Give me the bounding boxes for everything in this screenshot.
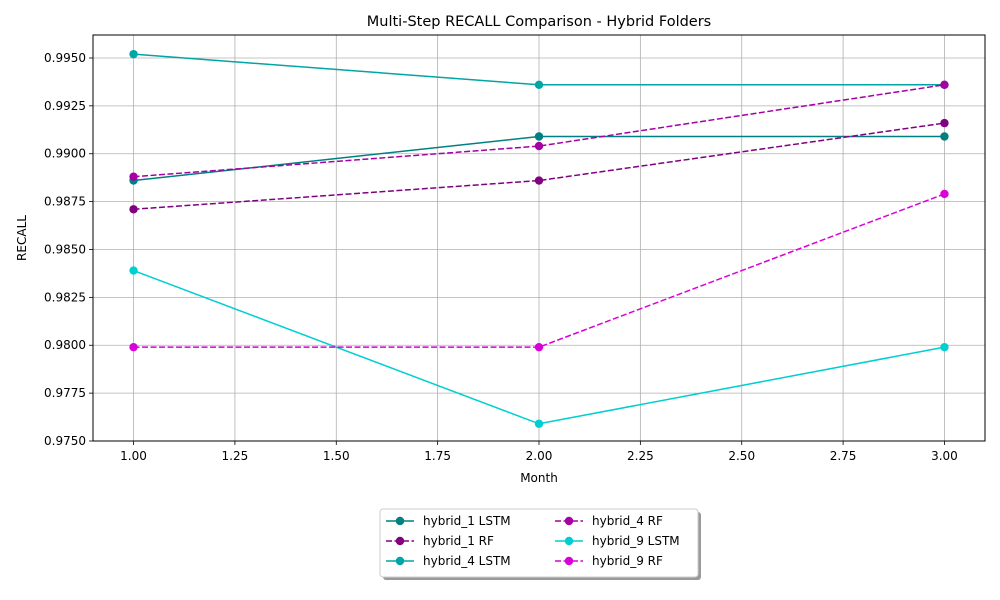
legend-label: hybrid_4 LSTM bbox=[423, 554, 511, 568]
data-point bbox=[940, 118, 949, 128]
y-tick-label: 0.9875 bbox=[44, 195, 86, 209]
legend-label: hybrid_9 RF bbox=[592, 554, 663, 568]
legend-label: hybrid_4 RF bbox=[592, 514, 663, 528]
series-group bbox=[129, 49, 949, 428]
x-tick-label: 1.75 bbox=[424, 449, 451, 463]
data-point bbox=[129, 342, 138, 352]
x-tick-label: 1.00 bbox=[120, 449, 147, 463]
axis-ticks: 1.00 1.25 1.50 1.75 2.00 2.25 2.50 2.75 3.00 0.97… bbox=[44, 51, 958, 463]
data-point bbox=[534, 176, 544, 185]
data-point bbox=[534, 141, 544, 151]
data-point bbox=[940, 189, 949, 199]
legend-label: hybrid_1 RF bbox=[423, 534, 494, 548]
y-tick-label: 0.9800 bbox=[44, 338, 86, 352]
data-point bbox=[129, 266, 138, 275]
y-tick-label: 0.9750 bbox=[44, 434, 86, 448]
data-point bbox=[534, 342, 544, 352]
legend-marker bbox=[395, 516, 405, 526]
chart-title: Multi-Step RECALL Comparison - Hybrid Fo… bbox=[367, 14, 711, 30]
x-tick-label: 2.25 bbox=[627, 449, 654, 463]
y-tick-label: 0.9850 bbox=[44, 242, 86, 256]
data-point bbox=[534, 419, 544, 428]
data-point bbox=[940, 80, 949, 89]
data-point bbox=[129, 205, 138, 214]
data-point bbox=[940, 342, 949, 352]
legend-marker bbox=[564, 516, 574, 526]
x-axis-title: Month bbox=[520, 471, 558, 485]
legend-marker bbox=[395, 536, 405, 546]
y-tick-label: 0.9950 bbox=[44, 51, 86, 65]
x-tick-label: 1.25 bbox=[222, 449, 249, 463]
legend-label: hybrid_9 LSTM bbox=[592, 534, 680, 548]
legend-label: hybrid_1 LSTM bbox=[423, 514, 511, 528]
data-point bbox=[534, 80, 544, 89]
legend: hybrid_1 LSTM hybrid_1 RF hybrid_4 LSTM hyb… bbox=[379, 508, 701, 580]
y-tick-label: 0.9900 bbox=[44, 147, 86, 161]
data-point bbox=[534, 132, 544, 141]
legend-marker bbox=[564, 536, 574, 546]
data-point bbox=[940, 132, 949, 141]
y-tick-label: 0.9925 bbox=[44, 99, 86, 113]
x-tick-label: 2.00 bbox=[526, 449, 553, 463]
series-hybrid-4-rf bbox=[129, 80, 949, 181]
x-tick-label: 2.75 bbox=[830, 449, 857, 463]
x-tick-label: 3.00 bbox=[931, 449, 958, 463]
legend-marker bbox=[395, 556, 405, 566]
legend-box bbox=[379, 508, 699, 578]
grid bbox=[93, 35, 985, 442]
x-tick-label: 2.50 bbox=[728, 449, 755, 463]
legend-marker bbox=[564, 556, 574, 566]
y-axis-title: RECALL bbox=[15, 215, 29, 261]
series-hybrid-9-lstm bbox=[129, 266, 949, 428]
data-point bbox=[129, 49, 138, 59]
series-hybrid-1-lstm bbox=[129, 132, 949, 185]
y-tick-label: 0.9775 bbox=[44, 386, 86, 400]
y-tick-label: 0.9825 bbox=[44, 290, 86, 304]
x-tick-label: 1.50 bbox=[323, 449, 350, 463]
series-hybrid-9-rf bbox=[129, 189, 949, 352]
series-hybrid-1-rf bbox=[129, 118, 949, 214]
data-point bbox=[129, 172, 138, 181]
